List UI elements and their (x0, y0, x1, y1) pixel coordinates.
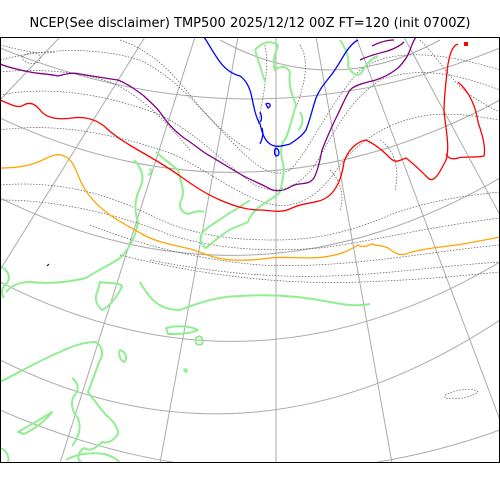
isotherm-red (0, 43, 459, 212)
map-background (0, 37, 500, 463)
coastline (147, 167, 152, 176)
isotherm-purple (359, 41, 405, 61)
meridian-line (0, 37, 61, 101)
coastline (70, 377, 81, 447)
isotherm-purple (371, 39, 395, 47)
minor-isotherm (444, 388, 479, 400)
coastline (139, 281, 371, 311)
map-speck (46, 263, 50, 267)
latitude-line (0, 319, 500, 415)
coastline (0, 341, 119, 463)
isotherm-orange (0, 154, 500, 261)
coastline (183, 368, 188, 373)
map-canvas (0, 37, 500, 463)
minor-isotherm (21, 52, 41, 64)
coastline (297, 111, 304, 131)
minor-isotherm (379, 139, 398, 191)
minor-isotherm (294, 44, 306, 111)
minor-isotherm (0, 72, 500, 191)
meridian-line (315, 37, 393, 463)
isotherm-blue (203, 37, 359, 147)
coastline (0, 447, 10, 463)
minor-isotherm (119, 254, 500, 283)
coastline (0, 265, 10, 299)
isotherm-red-marker (464, 42, 468, 46)
latitude-line (0, 47, 500, 100)
minor-isotherm (0, 44, 56, 54)
isotherm-blue (259, 111, 263, 123)
coastline (165, 325, 199, 335)
minor-isotherm (257, 44, 267, 126)
coastlines (0, 39, 379, 463)
latitude-line (0, 177, 500, 256)
latitude-line (0, 261, 500, 342)
meridian-line (403, 37, 500, 216)
graticule-meridians (0, 37, 500, 463)
minor-isotherms (0, 39, 500, 400)
coastline (94, 281, 123, 311)
coastline (17, 411, 53, 435)
minor-isotherm (0, 199, 500, 251)
latitude-line (0, 99, 500, 173)
isotherm-red (445, 81, 486, 160)
meridian-line (159, 37, 239, 463)
coastline (194, 335, 204, 346)
coastline (5, 159, 144, 293)
minor-isotherm (0, 113, 500, 206)
coastline (254, 49, 266, 83)
meridian-line (0, 37, 146, 271)
map-title: NCEP(See disclaimer) TMP500 2025/12/12 0… (29, 16, 471, 31)
coastline (65, 452, 121, 463)
weather-map (0, 37, 500, 463)
isotherm-blue (265, 102, 271, 109)
isotherm-purple (0, 37, 417, 192)
coastline (339, 39, 379, 76)
meridian-line (355, 37, 500, 421)
coastline (118, 349, 128, 363)
minor-isotherm (329, 169, 343, 211)
minor-isotherm (0, 70, 191, 151)
minor-isotherm (0, 50, 500, 174)
graticule-latitudes (0, 39, 500, 463)
coastline (155, 151, 205, 215)
minor-isotherm (119, 39, 251, 151)
minor-isotherm (89, 224, 500, 266)
minor-isotherm (419, 39, 500, 113)
minor-isotherm (149, 259, 500, 277)
coastline (199, 41, 297, 249)
isotherm-blue (273, 147, 280, 157)
minor-isotherm (0, 183, 500, 241)
isotherm-blue (259, 127, 264, 145)
